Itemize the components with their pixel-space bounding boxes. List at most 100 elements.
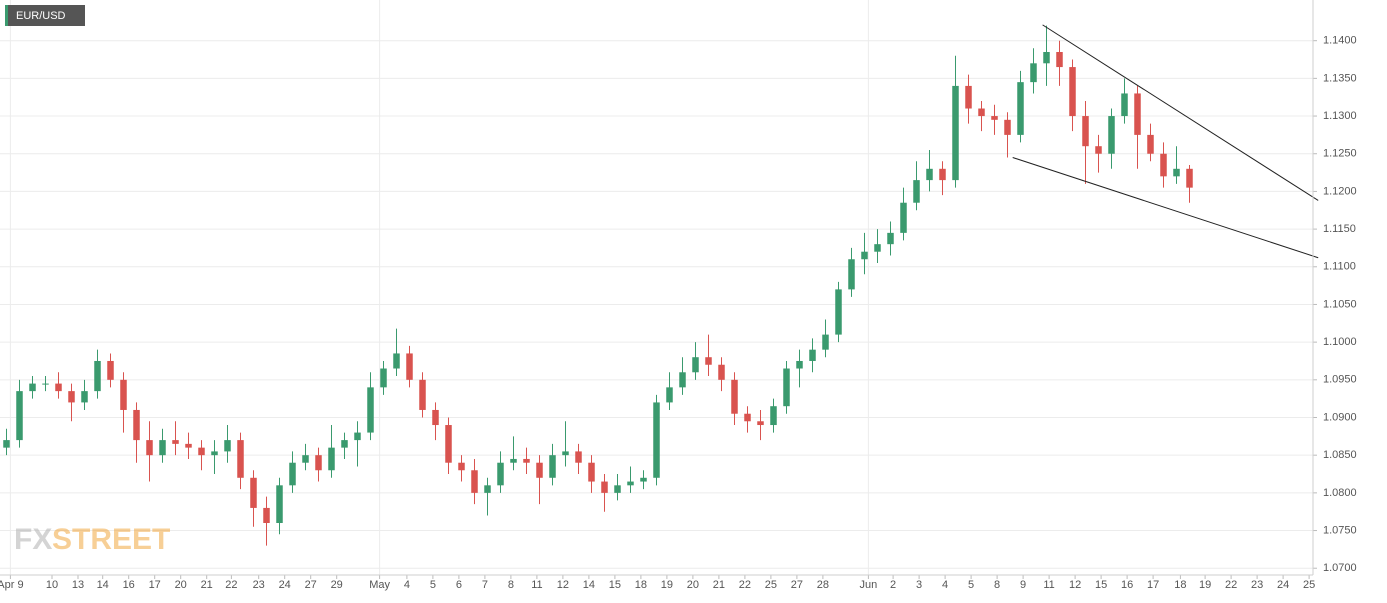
candle-body	[900, 202, 907, 233]
candle-body	[484, 485, 491, 493]
candle-body	[991, 116, 998, 120]
candle-body	[120, 379, 127, 410]
x-tick-label: 24	[1277, 579, 1289, 591]
x-tick-label: 6	[456, 579, 462, 591]
candle-body	[796, 360, 803, 369]
candle-body	[3, 440, 10, 448]
y-tick-label: 1.1300	[1323, 110, 1357, 122]
candle-body	[1095, 146, 1102, 154]
y-tick-label: 1.0700	[1323, 562, 1357, 574]
candle-body	[952, 85, 959, 181]
candle-body	[666, 387, 673, 403]
candle-body	[1017, 82, 1024, 135]
x-tick-label: 23	[1251, 579, 1263, 591]
candle-body	[42, 383, 49, 385]
candle-body	[913, 180, 920, 203]
x-tick-label: 16	[123, 579, 135, 591]
candle-body	[1004, 119, 1011, 135]
candle-body	[510, 458, 517, 463]
y-tick-label: 1.0750	[1323, 524, 1357, 536]
x-tick-label: 20	[175, 579, 187, 591]
candle-body	[562, 451, 569, 456]
x-tick-label: 8	[508, 579, 514, 591]
x-tick-label: 18	[1174, 579, 1186, 591]
y-tick-label: 1.1000	[1323, 336, 1357, 348]
candle-body	[705, 357, 712, 365]
y-tick-label: 1.1400	[1323, 35, 1357, 47]
candle-body	[1030, 63, 1037, 83]
candle-body	[445, 425, 452, 463]
y-tick-label: 1.0950	[1323, 374, 1357, 386]
candle-body	[822, 334, 829, 350]
x-tick-label: 5	[430, 579, 436, 591]
x-tick-label: 10	[46, 579, 58, 591]
candle-body	[861, 251, 868, 260]
x-tick-label: 15	[609, 579, 621, 591]
candle-body	[783, 368, 790, 407]
candle-body	[1082, 116, 1089, 147]
x-tick-label: 2	[890, 579, 896, 591]
candle-body	[575, 451, 582, 463]
y-tick-label: 1.1200	[1323, 185, 1357, 197]
x-tick-label: 11	[1043, 579, 1054, 591]
trendline	[1042, 24, 1319, 201]
x-tick-label: 22	[739, 579, 751, 591]
candle-body	[146, 440, 153, 456]
x-tick-label: 17	[1147, 579, 1159, 591]
candle-body	[692, 357, 699, 373]
candle-body	[718, 364, 725, 380]
x-tick-label: 3	[916, 579, 922, 591]
x-tick-label: 22	[225, 579, 237, 591]
candle-body	[1160, 153, 1167, 177]
y-tick-label: 1.0800	[1323, 487, 1357, 499]
x-tick-label: 18	[635, 579, 647, 591]
candle-body	[640, 477, 647, 482]
candle-body	[848, 259, 855, 290]
candle-body	[68, 391, 75, 403]
candle-body	[289, 462, 296, 486]
x-tick-label: 27	[791, 579, 803, 591]
candle-body	[55, 383, 62, 392]
y-tick-label: 1.1350	[1323, 72, 1357, 84]
candle-body	[328, 447, 335, 471]
candle-body	[107, 360, 114, 380]
x-tick-label: 15	[1095, 579, 1107, 591]
plot-area	[0, 0, 1313, 575]
x-tick-label: 22	[1225, 579, 1237, 591]
x-tick-label: 25	[1303, 579, 1315, 591]
x-tick-label: 14	[583, 579, 595, 591]
candle-body	[809, 349, 816, 361]
candle-body	[978, 108, 985, 117]
candle-body	[185, 443, 192, 448]
x-tick-label: 29	[331, 579, 343, 591]
candle-body	[653, 402, 660, 478]
candle-body	[874, 244, 881, 252]
candle-body	[1108, 116, 1115, 154]
candle-body	[926, 168, 933, 181]
candle-body	[406, 353, 413, 380]
watermark-street: STREET	[52, 523, 170, 556]
candle-body	[627, 481, 634, 486]
candle-body	[419, 379, 426, 410]
candle-body	[835, 289, 842, 335]
candle-body	[939, 168, 946, 181]
candle-body	[458, 462, 465, 471]
y-tick-label: 1.1050	[1323, 298, 1357, 310]
candle-body	[536, 462, 543, 478]
candle-body	[757, 421, 764, 426]
candle-body	[159, 440, 166, 456]
x-tick-label: 21	[713, 579, 725, 591]
x-tick-label: 19	[1199, 579, 1211, 591]
candle-body	[679, 372, 686, 388]
candle-body	[133, 409, 140, 441]
candle-body	[497, 462, 504, 486]
x-tick-label: 9	[1020, 579, 1026, 591]
candle-body	[731, 379, 738, 414]
title-accent	[5, 5, 8, 26]
candle-body	[172, 440, 179, 444]
candle-body	[341, 440, 348, 448]
x-tick-label: May	[369, 579, 390, 591]
candle-body	[588, 462, 595, 482]
y-tick-label: 1.1150	[1323, 223, 1356, 235]
y-tick-label: 1.1250	[1323, 148, 1357, 160]
